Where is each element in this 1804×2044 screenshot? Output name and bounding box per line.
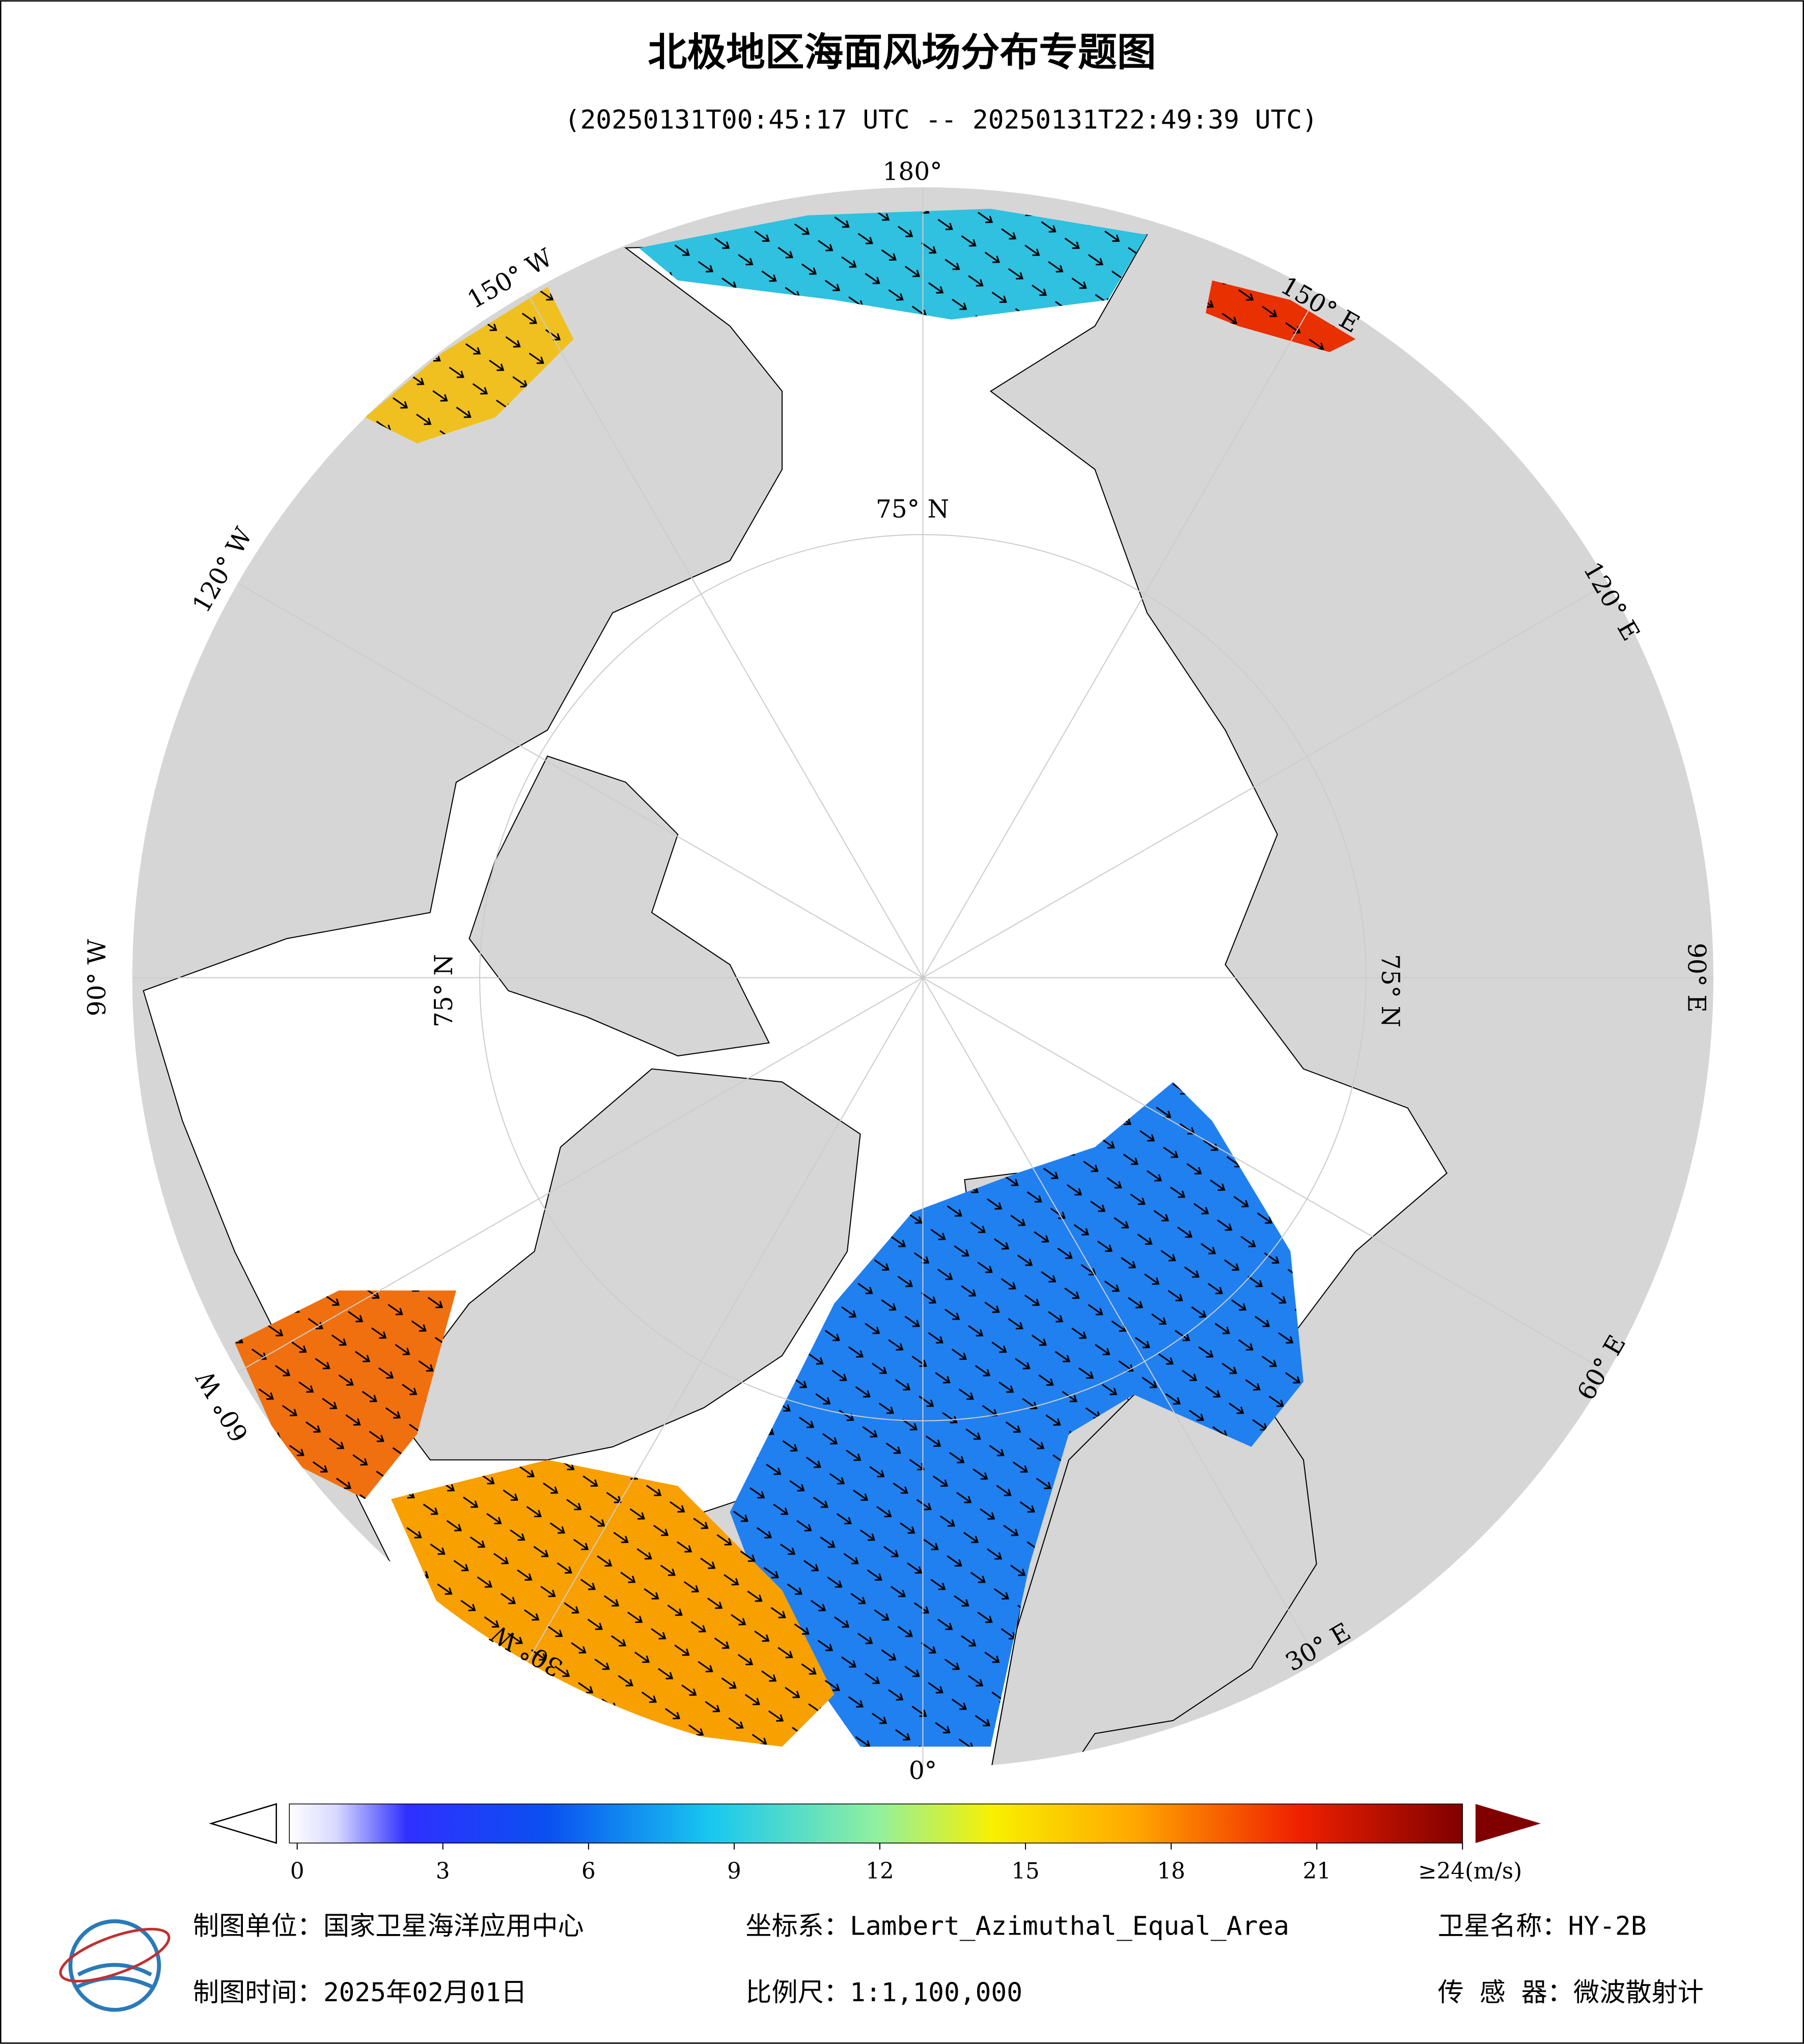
graticule (131, 186, 1714, 1769)
colorbar: 0 3 6 9 12 15 18 21 ≥24(m/s) (209, 1803, 1541, 1884)
canada-islands (468, 755, 770, 1057)
colorbar-tick-label: 6 (581, 1859, 596, 1884)
colorbar-tick-label: 12 (866, 1859, 894, 1884)
lat-label: 75° N (430, 954, 458, 1027)
colorbar-high-end (1475, 1804, 1541, 1843)
colorbar-low-end (209, 1803, 277, 1844)
lon-label: 180° (882, 157, 942, 186)
colorbar-tick-label: 3 (436, 1859, 450, 1884)
scandinavia (990, 1381, 1317, 1769)
map (131, 186, 1714, 1769)
lon-label: 0° (909, 1757, 937, 1785)
colorbar-tick-label: 15 (1011, 1859, 1039, 1884)
colorbar-tick-label: 21 (1303, 1859, 1331, 1884)
wind-field (234, 209, 1356, 1747)
map-edge (131, 186, 1715, 1770)
lat-label: 75° N (876, 495, 949, 523)
colorbar-tick-label: 18 (1157, 1859, 1185, 1884)
title: 北极地区海面风场分布专题图 (648, 30, 1156, 75)
footer-scale: 比例尺：1:1,100,000 (745, 1977, 1022, 2008)
colorbar-tick-label: ≥24(m/s) (1418, 1859, 1522, 1884)
lon-label: 90° E (1682, 943, 1710, 1013)
subtitle: (20250131T00:45:17 UTC -- 20250131T22:49… (565, 105, 1318, 135)
colorbar-tick-label: 0 (290, 1859, 304, 1884)
footer-date: 制图时间：2025年02月01日 (193, 1977, 527, 2008)
colorbar-tick-label: 9 (727, 1859, 741, 1884)
greenland (390, 1068, 861, 1461)
lon-label: 90° W (83, 939, 112, 1017)
footer-satellite: 卫星名称：HY-2B (1438, 1911, 1647, 1942)
footer-coordinate: 坐标系：Lambert_Azimuthal_Equal_Area (745, 1911, 1289, 1942)
logo (59, 1919, 171, 2012)
colorbar-bar (289, 1803, 1463, 1844)
lat-label: 75° N (1376, 954, 1404, 1027)
footer-sensor: 传 感 器：微波散射计 (1438, 1977, 1704, 2008)
footer-unit: 制图单位：国家卫星海洋应用中心 (193, 1911, 584, 1942)
